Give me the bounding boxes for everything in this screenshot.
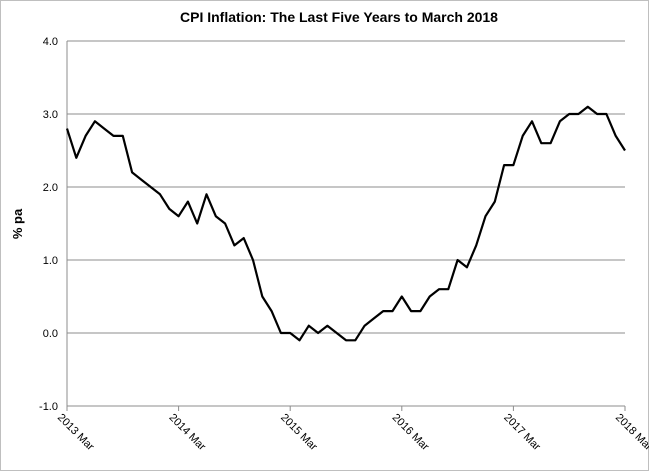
y-tick-label: 4.0 [43, 36, 58, 48]
chart-title: CPI Inflation: The Last Five Years to Ma… [180, 9, 498, 25]
y-tick-label: 3.0 [43, 109, 58, 121]
x-tick-label: 2015 Mar [278, 412, 320, 454]
x-tick-labels: 2013 Mar 2014 Mar 2015 Mar 2016 Mar 2017 Mar… [55, 406, 649, 453]
y-tick-label: -1.0 [39, 401, 58, 413]
cpi-series-line [65, 105, 626, 342]
gridlines [67, 40, 625, 334]
x-tick-label: 2016 Mar [390, 412, 432, 454]
y-tick-label: 2.0 [43, 182, 58, 194]
y-tick-labels: -1.0 0.0 1.0 2.0 3.0 4.0 [39, 36, 58, 413]
y-axis-label: % pa [10, 208, 25, 239]
x-tick-label: 2014 Mar [166, 412, 208, 454]
y-tick-label: 0.0 [43, 328, 58, 340]
y-tick-label: 1.0 [43, 255, 58, 267]
x-tick-label: 2013 Mar [55, 412, 97, 454]
x-tick-label: 2017 Mar [501, 412, 543, 454]
x-tick-label: 2018 Mar [613, 412, 649, 454]
